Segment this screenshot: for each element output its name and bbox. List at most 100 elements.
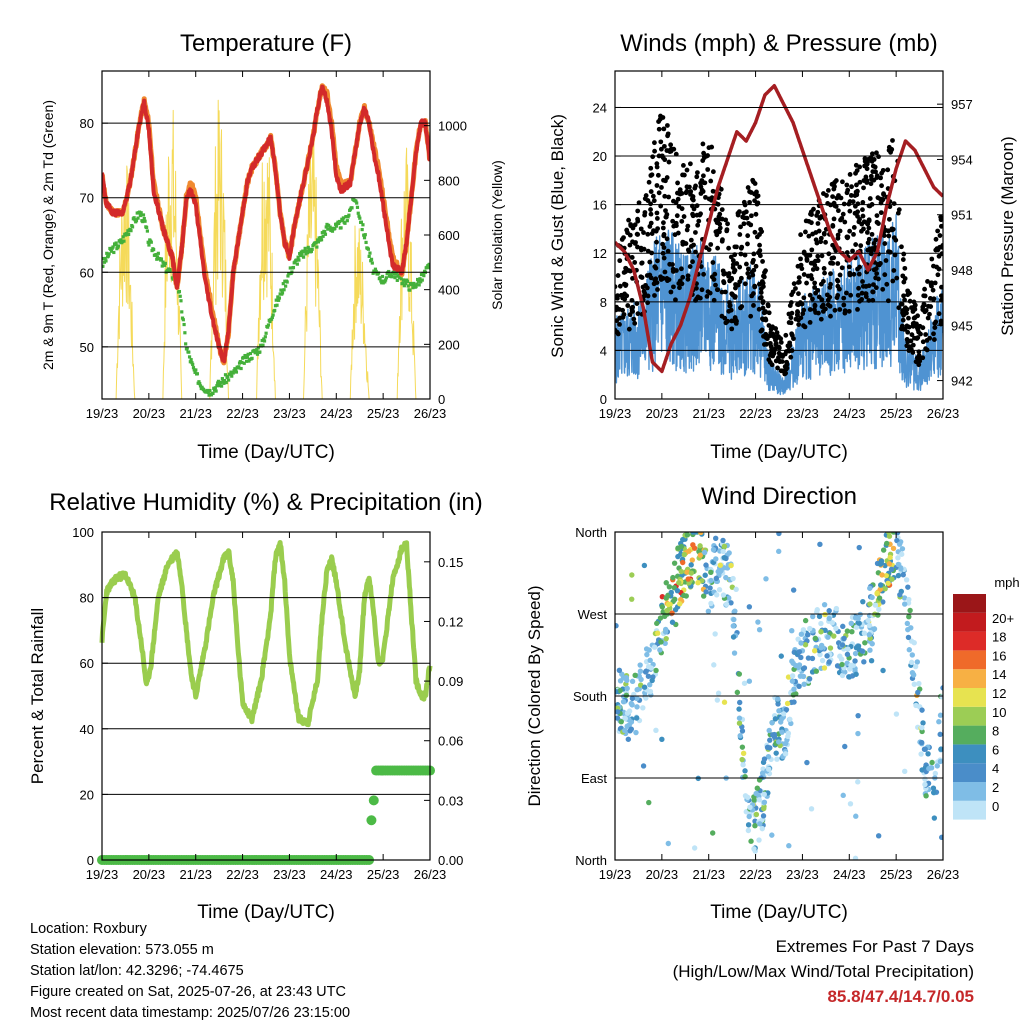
direction-point (769, 832, 775, 838)
td-point (339, 226, 343, 230)
direction-point (922, 781, 928, 788)
gust-point (795, 310, 801, 315)
td-point (373, 267, 378, 271)
td-point (220, 377, 224, 381)
td-point (228, 372, 232, 376)
gust-point (881, 192, 886, 198)
gust-point (917, 358, 923, 364)
direction-point (739, 744, 746, 750)
gust-point (880, 286, 886, 292)
direction-point (889, 576, 895, 582)
direction-point (861, 630, 868, 636)
td-point (421, 271, 425, 276)
direction-point (761, 756, 768, 762)
gust-point (654, 239, 659, 245)
gust-point (924, 338, 930, 343)
gust-point (826, 251, 832, 257)
gust-point (766, 310, 772, 316)
td-point (315, 245, 319, 249)
gust-point (685, 276, 691, 282)
gust-point (677, 285, 682, 291)
td-point (107, 252, 111, 256)
direction-point (812, 635, 818, 642)
td-point (181, 318, 185, 322)
direction-point (871, 626, 878, 632)
direction-point (790, 692, 797, 698)
gust-point (915, 313, 920, 319)
direction-point (678, 596, 684, 603)
temperature-panel: Temperature (F) Time (Day/UTC) 2m & 9m T… (40, 30, 505, 463)
direction-point (615, 715, 621, 721)
direction-point (850, 662, 857, 668)
direction-point (730, 623, 736, 629)
gust-point (853, 242, 859, 247)
gust-point (698, 264, 704, 269)
gust-point (847, 208, 853, 214)
td-point (417, 283, 421, 287)
direction-point (717, 562, 724, 568)
gust-point (935, 272, 941, 278)
direction-point (748, 838, 754, 844)
direction-point (755, 619, 761, 625)
gust-point (873, 169, 878, 175)
gust-point (680, 172, 685, 178)
gust-point (800, 311, 806, 317)
gust-point (680, 274, 686, 280)
gust-point (856, 219, 862, 225)
direction-point (649, 677, 655, 684)
gust-point (687, 264, 693, 269)
direction-point (713, 535, 719, 541)
gust-point (871, 267, 877, 273)
gust-point (655, 226, 661, 231)
gust-point (855, 209, 861, 215)
direction-point (855, 643, 862, 649)
gust-point (615, 273, 621, 278)
td-point (134, 219, 139, 223)
td-point (268, 319, 272, 324)
legend-swatch (953, 669, 986, 688)
direction-point (831, 633, 837, 639)
td-point (155, 257, 159, 261)
direction-point (697, 552, 703, 558)
direction-point (634, 695, 640, 702)
gust-point (838, 195, 844, 201)
gust-point (791, 281, 797, 287)
direction-point (647, 681, 653, 688)
td-point (247, 359, 251, 363)
direction-point (813, 668, 820, 674)
td-point (363, 233, 367, 237)
gust-point (726, 308, 732, 314)
wind-series (615, 213, 943, 396)
y2-tick-label: 957 (951, 97, 973, 112)
direction-point (669, 610, 675, 616)
gust-point (741, 199, 747, 205)
gust-point (752, 198, 757, 204)
gust-point (830, 261, 836, 266)
gust-point (674, 213, 680, 219)
direction-point (709, 830, 716, 836)
gust-point (671, 223, 677, 229)
direction-point (684, 532, 691, 538)
gust-point (783, 332, 789, 338)
gust-point (668, 142, 674, 148)
gust-point (764, 341, 770, 347)
gust-point (830, 242, 836, 248)
direction-point (708, 577, 714, 584)
legend-swatch (953, 744, 986, 764)
gust-point (832, 179, 838, 185)
td-point (250, 356, 254, 360)
direction-point (817, 651, 823, 658)
gust-point (662, 269, 668, 275)
gust-point (918, 331, 923, 337)
x-tick-label: 25/23 (880, 867, 913, 882)
direction-point (766, 766, 772, 772)
direction-point (776, 532, 782, 537)
direction-point (937, 712, 943, 718)
gust-point (645, 300, 651, 306)
direction-point (730, 634, 737, 640)
gust-point (719, 207, 725, 213)
direction-point (754, 785, 761, 791)
direction-point (839, 661, 845, 668)
gust-point (751, 291, 756, 296)
gust-point (656, 190, 662, 196)
